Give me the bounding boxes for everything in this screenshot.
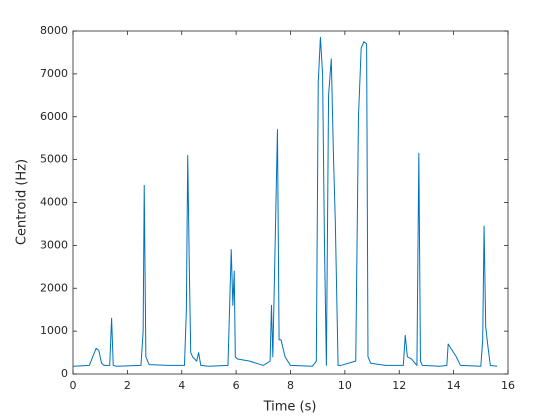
x-tick-label: 2 [124,379,131,392]
x-tick-label: 8 [287,379,294,392]
x-tick-label: 12 [392,379,406,392]
line-series [72,36,498,367]
y-tick-label: 2000 [40,281,68,294]
y-tick-label: 6000 [40,110,68,123]
x-tick-label: 16 [501,379,515,392]
y-tick-label: 3000 [40,238,68,251]
y-tick-label: 0 [61,367,68,380]
y-axis-label: Centroid (Hz) [15,159,30,245]
x-tick-label: 10 [338,379,352,392]
y-tick-label: 7000 [40,67,68,80]
y-tick-label: 8000 [40,24,68,37]
x-tick-label: 0 [70,379,77,392]
x-tick-label: 14 [447,379,461,392]
y-tick-label: 4000 [40,196,68,209]
x-tick-label: 6 [233,379,240,392]
x-tick-label: 4 [178,379,185,392]
y-tick-label: 5000 [40,153,68,166]
plot-area [72,30,509,375]
y-tick-label: 1000 [40,324,68,337]
x-axis-label: Time (s) [263,400,317,415]
